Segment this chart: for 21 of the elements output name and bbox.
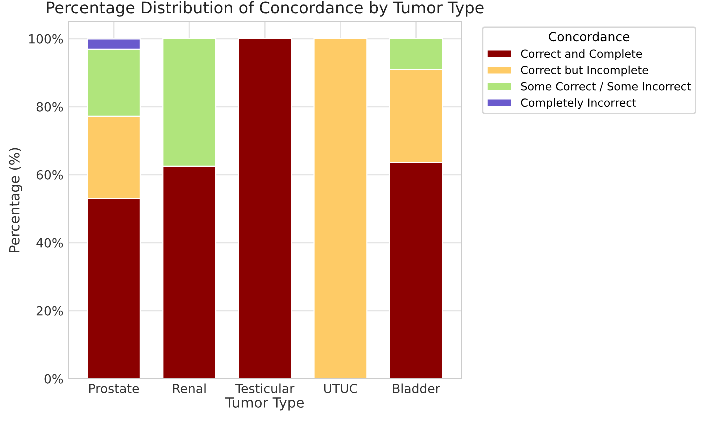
x-tick-label: Testicular [236, 384, 295, 394]
y-tick-label: 0% [44, 374, 64, 384]
y-tick-label: 20% [36, 306, 64, 316]
x-axis-title: Tumor Type [225, 398, 304, 411]
y-tick-label: 100% [29, 34, 64, 44]
y-tick-label: 80% [36, 102, 64, 112]
bar [314, 38, 368, 379]
legend-title: Concordance [549, 32, 630, 42]
bar [238, 38, 292, 379]
legend-label: Completely Incorrect [521, 98, 636, 110]
x-tick-label: UTUC [324, 384, 358, 394]
legend-label: Correct but Incomplete [521, 66, 648, 77]
x-tick-label: Bladder [393, 384, 440, 394]
x-tick-label: Renal [173, 384, 206, 394]
y-tick-label: 40% [36, 238, 64, 248]
legend-label: Some Correct / Some Incorrect [521, 82, 692, 92]
y-axis-title: Percentage (%) [9, 148, 23, 252]
x-tick-label: Prostate [90, 384, 140, 394]
y-tick-label: 60% [36, 170, 64, 180]
chart-title: Percentage Distribution of Concordance by Tumor Type [47, 1, 484, 17]
legend-label: Correct and Complete [521, 50, 642, 60]
